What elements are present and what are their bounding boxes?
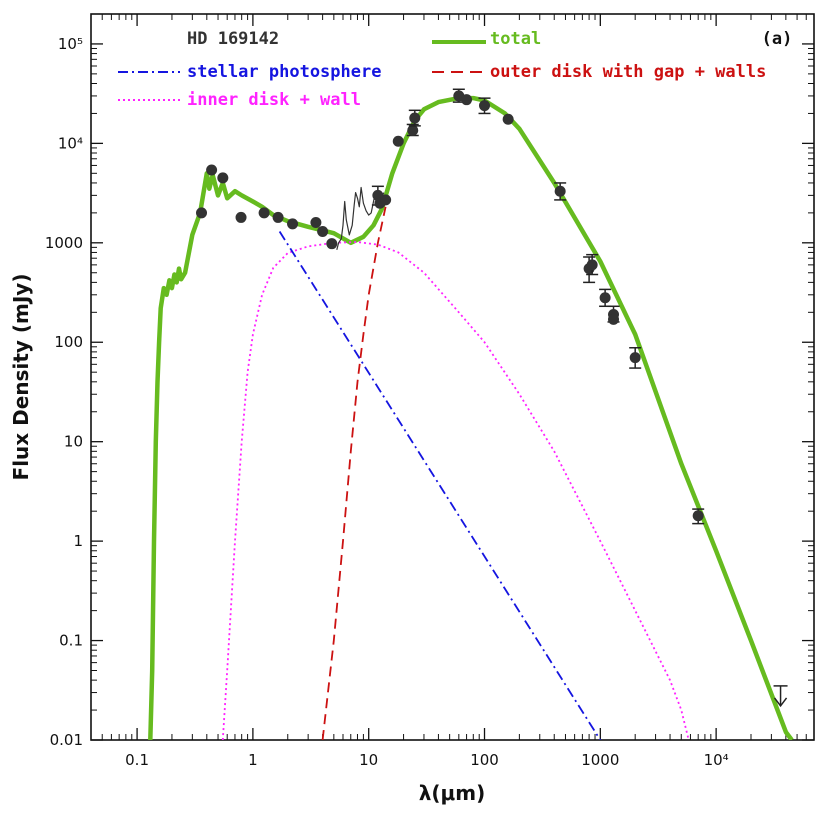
observation-point xyxy=(258,207,270,219)
observation-point xyxy=(310,217,322,229)
x-axis-label: λ(μm) xyxy=(419,781,486,805)
x-tick-label: 10 xyxy=(359,751,378,769)
observation-point xyxy=(479,100,491,112)
series-inner-line xyxy=(221,241,690,740)
observation-point xyxy=(554,185,566,197)
observation-point xyxy=(287,218,299,230)
legend-outer-label: outer disk with gap + walls xyxy=(490,62,766,82)
observation-point xyxy=(392,135,404,147)
x-tick-label: 0.1 xyxy=(125,751,149,769)
observation-point xyxy=(629,352,641,364)
upper-limit-arrow xyxy=(773,697,788,708)
y-tick-label: 1 xyxy=(73,532,83,550)
observation-points xyxy=(196,88,788,708)
y-tick-label: 10⁵ xyxy=(58,35,83,53)
series-total-line xyxy=(148,95,794,740)
legend-stellar-label: stellar photosphere xyxy=(187,62,381,82)
observation-point xyxy=(409,112,421,124)
legend: stellar photosphere inner disk + wall to… xyxy=(118,29,766,110)
y-tick-label: 0.1 xyxy=(59,632,83,650)
series-stellar-line xyxy=(278,231,602,740)
observation-point xyxy=(235,211,247,223)
panel-label: (a) xyxy=(762,29,793,49)
observation-point xyxy=(608,313,620,325)
y-tick-label: 1000 xyxy=(45,234,83,252)
x-tick-label: 10⁴ xyxy=(704,751,729,769)
x-tick-label: 1000 xyxy=(581,751,619,769)
y-tick-label: 10 xyxy=(64,433,83,451)
y-tick-label: 10⁴ xyxy=(58,134,83,152)
observation-point xyxy=(317,225,329,237)
series-outer-line xyxy=(321,206,387,740)
y-axis-label: Flux Density (mJy) xyxy=(9,274,33,481)
x-tick-label: 1 xyxy=(248,751,258,769)
legend-total-label: total xyxy=(490,29,541,49)
plot-frame xyxy=(90,13,815,741)
observation-point xyxy=(206,164,218,176)
y-tick-label: 0.01 xyxy=(50,731,83,749)
observation-point xyxy=(326,238,338,250)
observation-point xyxy=(407,124,419,136)
observation-point xyxy=(196,207,208,219)
observation-point xyxy=(692,510,704,522)
observation-point xyxy=(599,292,611,304)
observation-point xyxy=(217,172,229,184)
observation-point xyxy=(272,211,284,223)
x-tick-label: 100 xyxy=(470,751,499,769)
y-tick-label: 100 xyxy=(54,333,83,351)
observation-point xyxy=(380,194,392,206)
observation-point xyxy=(586,259,598,271)
chart-title: HD 169142 xyxy=(187,29,279,49)
model-curves xyxy=(148,95,794,740)
observation-point xyxy=(461,94,473,106)
observation-point xyxy=(502,113,514,125)
axis-ticks: 0.1 1 10 100 1000 10⁴ 0.01 0.1 1 10 100 1000 10⁴ 10⁵ xyxy=(45,13,815,769)
legend-inner-label: inner disk + wall xyxy=(187,90,361,110)
